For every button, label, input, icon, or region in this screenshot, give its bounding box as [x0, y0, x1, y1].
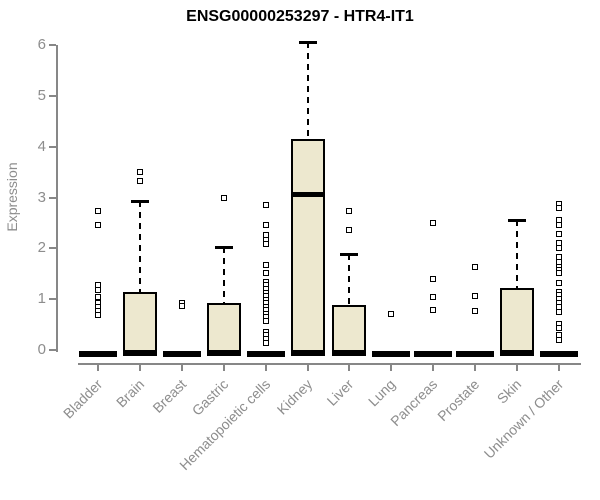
- y-tick-label: 6: [37, 36, 46, 53]
- y-tick: [49, 44, 56, 46]
- y-tick-label: 3: [37, 188, 46, 206]
- zero-bar-prostate: [456, 351, 495, 357]
- whisker-brain: [138, 200, 141, 293]
- outlier-lung: [388, 311, 395, 318]
- zero-bar-pancreas: [414, 351, 453, 357]
- outlier-unknown-other: [555, 308, 562, 315]
- y-tick: [49, 298, 56, 301]
- x-tick-gastric: [222, 363, 225, 371]
- whisker-liver: [348, 253, 351, 305]
- whisker-cap-liver: [340, 252, 359, 256]
- x-axis: [78, 363, 581, 365]
- zero-bar-bladder: [79, 351, 117, 357]
- whisker-kidney: [306, 42, 309, 140]
- x-tick-kidney: [306, 363, 309, 371]
- x-tick-pancreas: [432, 363, 435, 371]
- outlier-brain: [136, 178, 143, 185]
- box-kidney: [290, 139, 325, 352]
- outlier-liver: [346, 207, 353, 214]
- outlier-gastric: [220, 195, 227, 201]
- zero-bar-brain: [122, 351, 157, 356]
- y-tick-label: 0: [37, 341, 46, 358]
- x-tick-brain: [138, 363, 141, 371]
- chart-title: ENSG00000253297 - HTR4-IT1: [186, 8, 414, 25]
- outlier-hematopoietic-cells: [262, 270, 269, 277]
- outlier-bladder: [95, 311, 101, 318]
- outlier-unknown-other: [555, 336, 562, 343]
- whisker-skin: [516, 219, 518, 289]
- outlier-prostate: [472, 307, 479, 314]
- outlier-hematopoietic-cells: [262, 262, 269, 269]
- outlier-bladder: [95, 208, 101, 215]
- whisker-cap-kidney: [298, 41, 317, 45]
- y-axis: [56, 45, 58, 352]
- outlier-unknown-other: [555, 270, 562, 277]
- y-tick: [49, 145, 56, 148]
- box-gastric: [206, 302, 241, 352]
- whisker-gastric: [222, 246, 225, 303]
- outlier-hematopoietic-cells: [262, 318, 269, 325]
- y-tick: [49, 196, 56, 199]
- x-tick-unknown-other: [557, 363, 560, 371]
- zero-bar-gastric: [206, 351, 241, 356]
- zero-bar-skin: [500, 351, 534, 356]
- zero-bar-lung: [372, 351, 411, 357]
- outlier-breast: [178, 303, 185, 310]
- zero-bar-liver: [332, 351, 367, 356]
- x-tick-lung: [390, 363, 393, 371]
- outlier-bladder: [95, 286, 101, 293]
- box-skin: [500, 288, 534, 352]
- zero-bar-breast: [162, 351, 201, 357]
- outlier-pancreas: [430, 306, 437, 313]
- x-tick-bladder: [97, 363, 99, 371]
- outlier-unknown-other: [555, 280, 562, 287]
- outlier-unknown-other: [555, 221, 562, 228]
- outlier-bladder: [95, 293, 101, 300]
- outlier-pancreas: [430, 276, 437, 283]
- outlier-pancreas: [430, 219, 437, 226]
- outlier-prostate: [472, 264, 479, 271]
- outlier-unknown-other: [555, 245, 562, 252]
- zero-bar-unknown-other: [539, 351, 578, 357]
- box-liver: [332, 304, 367, 352]
- y-tick: [49, 94, 56, 97]
- y-tick-label: 4: [37, 137, 46, 155]
- x-tick-liver: [348, 363, 351, 371]
- outlier-hematopoietic-cells: [262, 339, 269, 346]
- x-tick-breast: [180, 363, 183, 371]
- x-tick-hematopoietic-cells: [264, 363, 267, 371]
- whisker-cap-skin: [508, 218, 526, 222]
- outlier-unknown-other: [555, 230, 562, 237]
- outlier-hematopoietic-cells: [262, 240, 269, 247]
- y-tick-label: 5: [37, 86, 46, 104]
- whisker-cap-gastric: [214, 245, 233, 249]
- outlier-hematopoietic-cells: [262, 202, 269, 209]
- outlier-liver: [346, 226, 353, 233]
- median-line-kidney: [292, 191, 323, 197]
- outlier-hematopoietic-cells: [262, 221, 269, 228]
- zero-bar-kidney: [290, 351, 325, 356]
- outlier-unknown-other: [555, 325, 562, 332]
- outlier-bladder: [95, 221, 101, 228]
- box-brain: [122, 292, 157, 352]
- x-tick-prostate: [474, 363, 477, 371]
- y-tick: [49, 247, 56, 250]
- y-tick: [49, 349, 56, 351]
- zero-bar-hematopoietic-cells: [246, 351, 285, 357]
- x-tick-skin: [516, 363, 518, 371]
- y-tick-label: 1: [37, 290, 46, 308]
- y-tick-label: 2: [37, 239, 46, 257]
- outlier-pancreas: [430, 293, 437, 300]
- outlier-unknown-other: [555, 205, 562, 212]
- whisker-cap-brain: [130, 199, 149, 203]
- outlier-prostate: [472, 292, 479, 299]
- outlier-brain: [136, 168, 143, 175]
